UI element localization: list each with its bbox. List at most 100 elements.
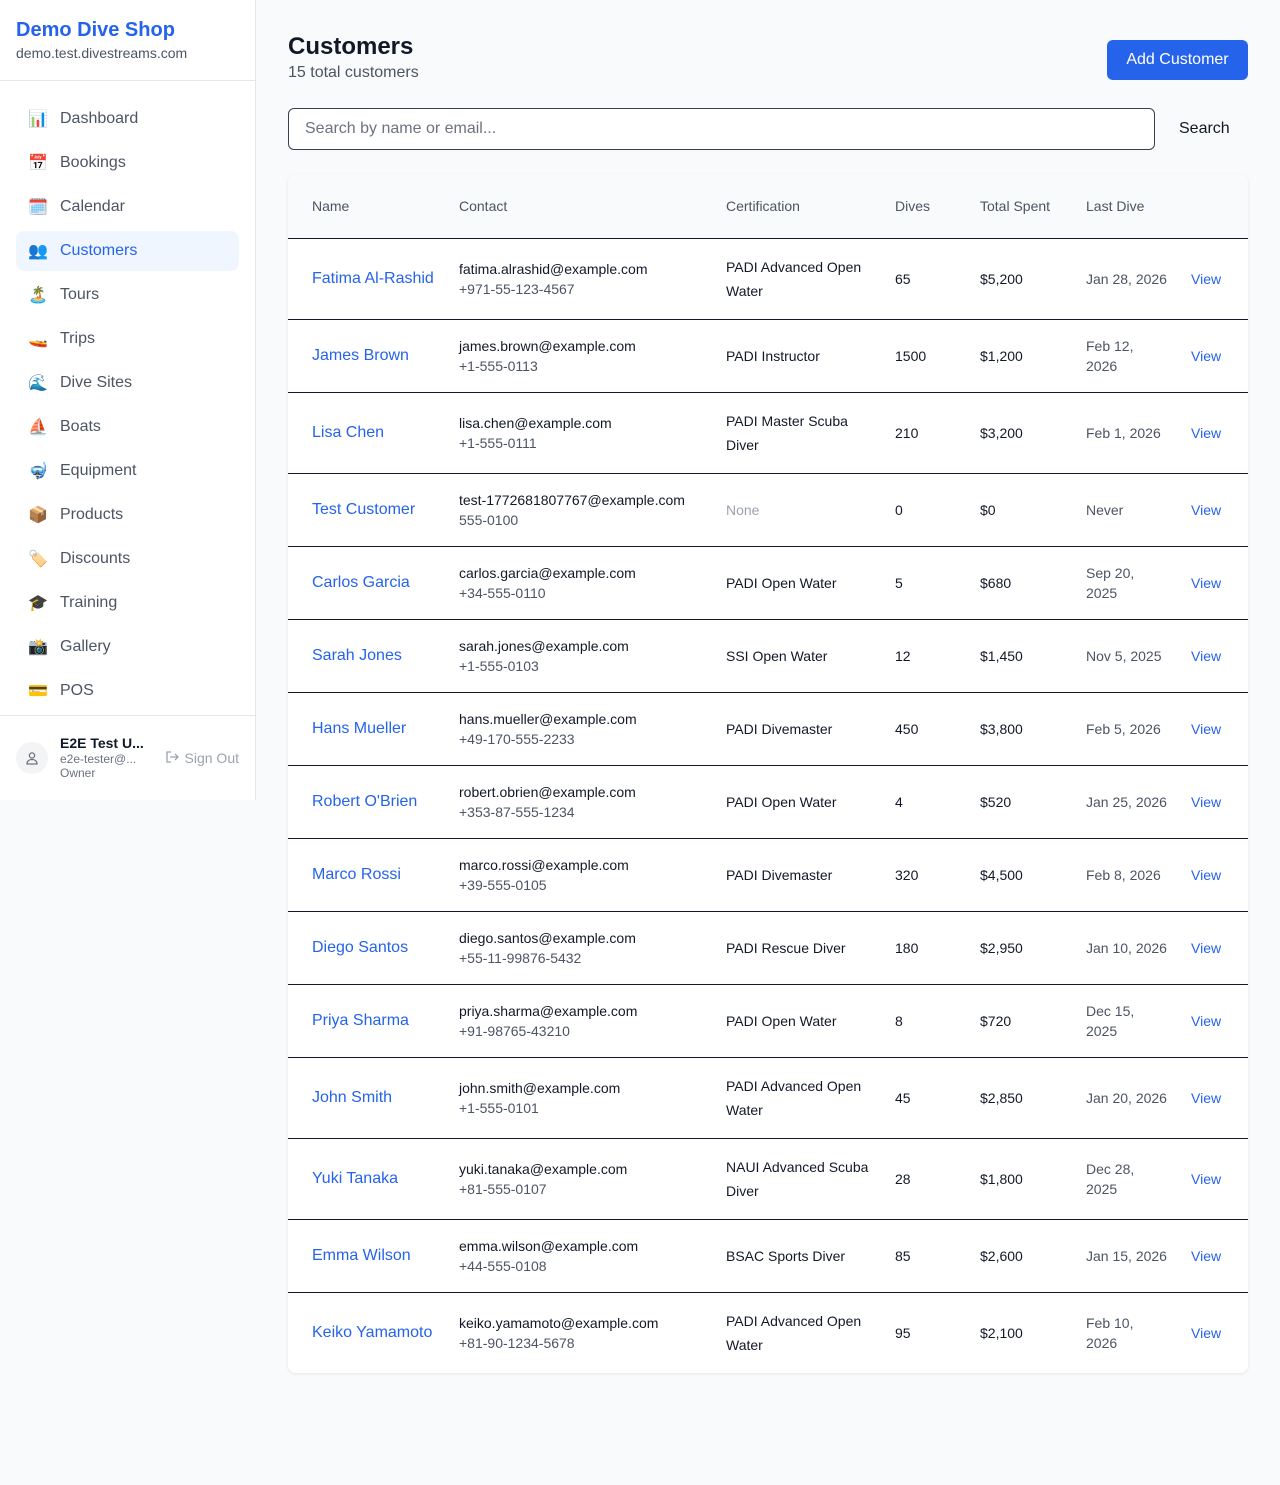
view-customer-link[interactable]: View	[1191, 347, 1222, 364]
sidebar-item-discounts[interactable]: 🏷️ Discounts	[16, 539, 239, 579]
sidebar-item-calendar[interactable]: 🗓️ Calendar	[16, 187, 239, 227]
sidebar-item-equipment[interactable]: 🤿 Equipment	[16, 451, 239, 491]
sidebar-item-label: Training	[60, 594, 118, 611]
dives-count: 180	[871, 911, 956, 985]
table-row: Sarah Jones sarah.jones@example.com +1-555…	[288, 619, 1248, 693]
total-spent: $2,850	[956, 1057, 1062, 1139]
sidebar-item-label: POS	[60, 682, 94, 699]
view-cell: View	[1167, 473, 1248, 547]
customer-name-link[interactable]: James Brown	[288, 319, 435, 393]
customer-name-link[interactable]: Sarah Jones	[288, 619, 435, 693]
last-dive: Nov 5, 2025	[1062, 619, 1167, 693]
customer-name-link[interactable]: Robert O'Brien	[288, 765, 435, 839]
last-dive: Feb 1, 2026	[1062, 392, 1167, 474]
shop-name[interactable]: Demo Dive Shop	[16, 19, 175, 41]
sidebar-item-label: Equipment	[60, 462, 137, 479]
customer-name-link[interactable]: Hans Mueller	[288, 692, 435, 766]
sidebar-item-boats[interactable]: ⛵ Boats	[16, 407, 239, 447]
customer-name-link[interactable]: Emma Wilson	[288, 1219, 435, 1293]
main-content: Customers 15 total customers Add Custome…	[288, 32, 1248, 1373]
view-customer-link[interactable]: View	[1191, 720, 1222, 737]
bar-chart-icon: 📊	[28, 111, 48, 128]
sign-out-button[interactable]: Sign Out	[165, 750, 239, 767]
total-spent: $0	[956, 473, 1062, 547]
search-input[interactable]	[288, 108, 1155, 150]
view-customer-link[interactable]: View	[1191, 1012, 1222, 1029]
view-customer-link[interactable]: View	[1191, 647, 1222, 664]
view-customer-link[interactable]: View	[1191, 793, 1222, 810]
sidebar-item-dive-sites[interactable]: 🌊 Dive Sites	[16, 363, 239, 403]
customer-email: robert.obrien@example.com	[459, 783, 636, 800]
customer-name-link[interactable]: Lisa Chen	[288, 392, 435, 474]
search-button[interactable]: Search	[1179, 120, 1230, 137]
user-avatar-icon	[16, 742, 48, 774]
contact-cell: diego.santos@example.com +55-11-99876-543…	[435, 911, 702, 985]
column-header-total-spent: Total Spent	[956, 174, 1062, 239]
sidebar-item-gallery[interactable]: 📸 Gallery	[16, 627, 239, 667]
certification: PADI Advanced Open Water	[702, 1057, 871, 1139]
sidebar-item-bookings[interactable]: 📅 Bookings	[16, 143, 239, 183]
customer-email: priya.sharma@example.com	[459, 1002, 638, 1019]
view-customer-link[interactable]: View	[1191, 270, 1222, 287]
customer-name-link[interactable]: John Smith	[288, 1057, 435, 1139]
customer-email: hans.mueller@example.com	[459, 710, 637, 727]
customer-name-link[interactable]: Keiko Yamamoto	[312, 1323, 433, 1341]
view-cell: View	[1167, 1138, 1248, 1220]
add-customer-button[interactable]: Add Customer	[1107, 40, 1248, 80]
sidebar-item-customers[interactable]: 👥 Customers	[16, 231, 239, 271]
certification: BSAC Sports Diver	[702, 1219, 871, 1293]
customer-phone: +1-555-0111	[459, 434, 537, 451]
customer-email: carlos.garcia@example.com	[459, 564, 636, 581]
customer-email: keiko.yamamoto@example.com	[459, 1314, 659, 1331]
certification: SSI Open Water	[702, 619, 871, 693]
customer-name-link[interactable]: Carlos Garcia	[288, 546, 435, 620]
view-customer-link[interactable]: View	[1191, 1324, 1222, 1341]
customer-name-link[interactable]: Diego Santos	[288, 911, 435, 985]
view-cell: View	[1167, 319, 1248, 393]
view-customer-link[interactable]: View	[1191, 1247, 1222, 1264]
table-row: Robert O'Brien robert.obrien@example.com +…	[288, 765, 1248, 839]
certification: PADI Advanced Open Water	[726, 1312, 862, 1353]
sidebar-item-dashboard[interactable]: 📊 Dashboard	[16, 99, 239, 139]
customer-name-link[interactable]: Priya Sharma	[288, 984, 435, 1058]
table-row: Yuki Tanaka yuki.tanaka@example.com +81-55…	[288, 1138, 1248, 1220]
sidebar-item-pos[interactable]: 💳 POS	[16, 671, 239, 711]
sidebar-item-tours[interactable]: 🏝️ Tours	[16, 275, 239, 315]
total-spent: $2,950	[956, 911, 1062, 985]
sailboat-icon: ⛵	[28, 419, 48, 436]
customer-name-link[interactable]: Marco Rossi	[288, 838, 435, 912]
view-customer-link[interactable]: View	[1191, 1089, 1222, 1106]
column-header-actions	[1167, 174, 1248, 239]
view-customer-link[interactable]: View	[1191, 574, 1222, 591]
customer-phone: +353-87-555-1234	[459, 803, 575, 820]
view-customer-link[interactable]: View	[1191, 501, 1222, 518]
customer-email: diego.santos@example.com	[459, 929, 636, 946]
view-customer-link[interactable]: View	[1191, 424, 1222, 441]
view-customer-link[interactable]: View	[1191, 939, 1222, 956]
customer-phone: +1-555-0101	[459, 1099, 539, 1116]
sidebar-item-label: Calendar	[60, 198, 125, 215]
contact-cell: keiko.yamamoto@example.com +81-90-1234-56…	[435, 1292, 702, 1373]
page-title: Customers	[288, 33, 414, 60]
sidebar-item-trips[interactable]: 🚤 Trips	[16, 319, 239, 359]
view-customer-link[interactable]: View	[1191, 1170, 1222, 1187]
tag-icon: 🏷️	[28, 551, 48, 568]
customer-phone: +49-170-555-2233	[459, 730, 575, 747]
sidebar-item-products[interactable]: 📦 Products	[16, 495, 239, 535]
customer-name-link[interactable]: Yuki Tanaka	[288, 1138, 435, 1220]
last-dive: Jan 20, 2026	[1062, 1057, 1167, 1139]
last-dive: Feb 5, 2026	[1062, 692, 1167, 766]
contact-cell: fatima.alrashid@example.com +971-55-123-4…	[435, 238, 702, 320]
total-spent: $1,450	[956, 619, 1062, 693]
sidebar-item-label: Gallery	[60, 638, 111, 655]
view-customer-link[interactable]: View	[1191, 866, 1222, 883]
user-role: Owner	[60, 766, 96, 781]
customer-email: john.smith@example.com	[459, 1079, 621, 1096]
customer-phone: +44-555-0108	[459, 1257, 547, 1274]
customer-count: 15 total customers	[288, 64, 419, 81]
sidebar-item-training[interactable]: 🎓 Training	[16, 583, 239, 623]
customer-name-link[interactable]: Test Customer	[288, 473, 435, 547]
contact-cell: emma.wilson@example.com +44-555-0108	[435, 1219, 702, 1293]
customer-name-link[interactable]: Fatima Al-Rashid	[288, 238, 435, 320]
view-cell: View	[1167, 392, 1248, 474]
